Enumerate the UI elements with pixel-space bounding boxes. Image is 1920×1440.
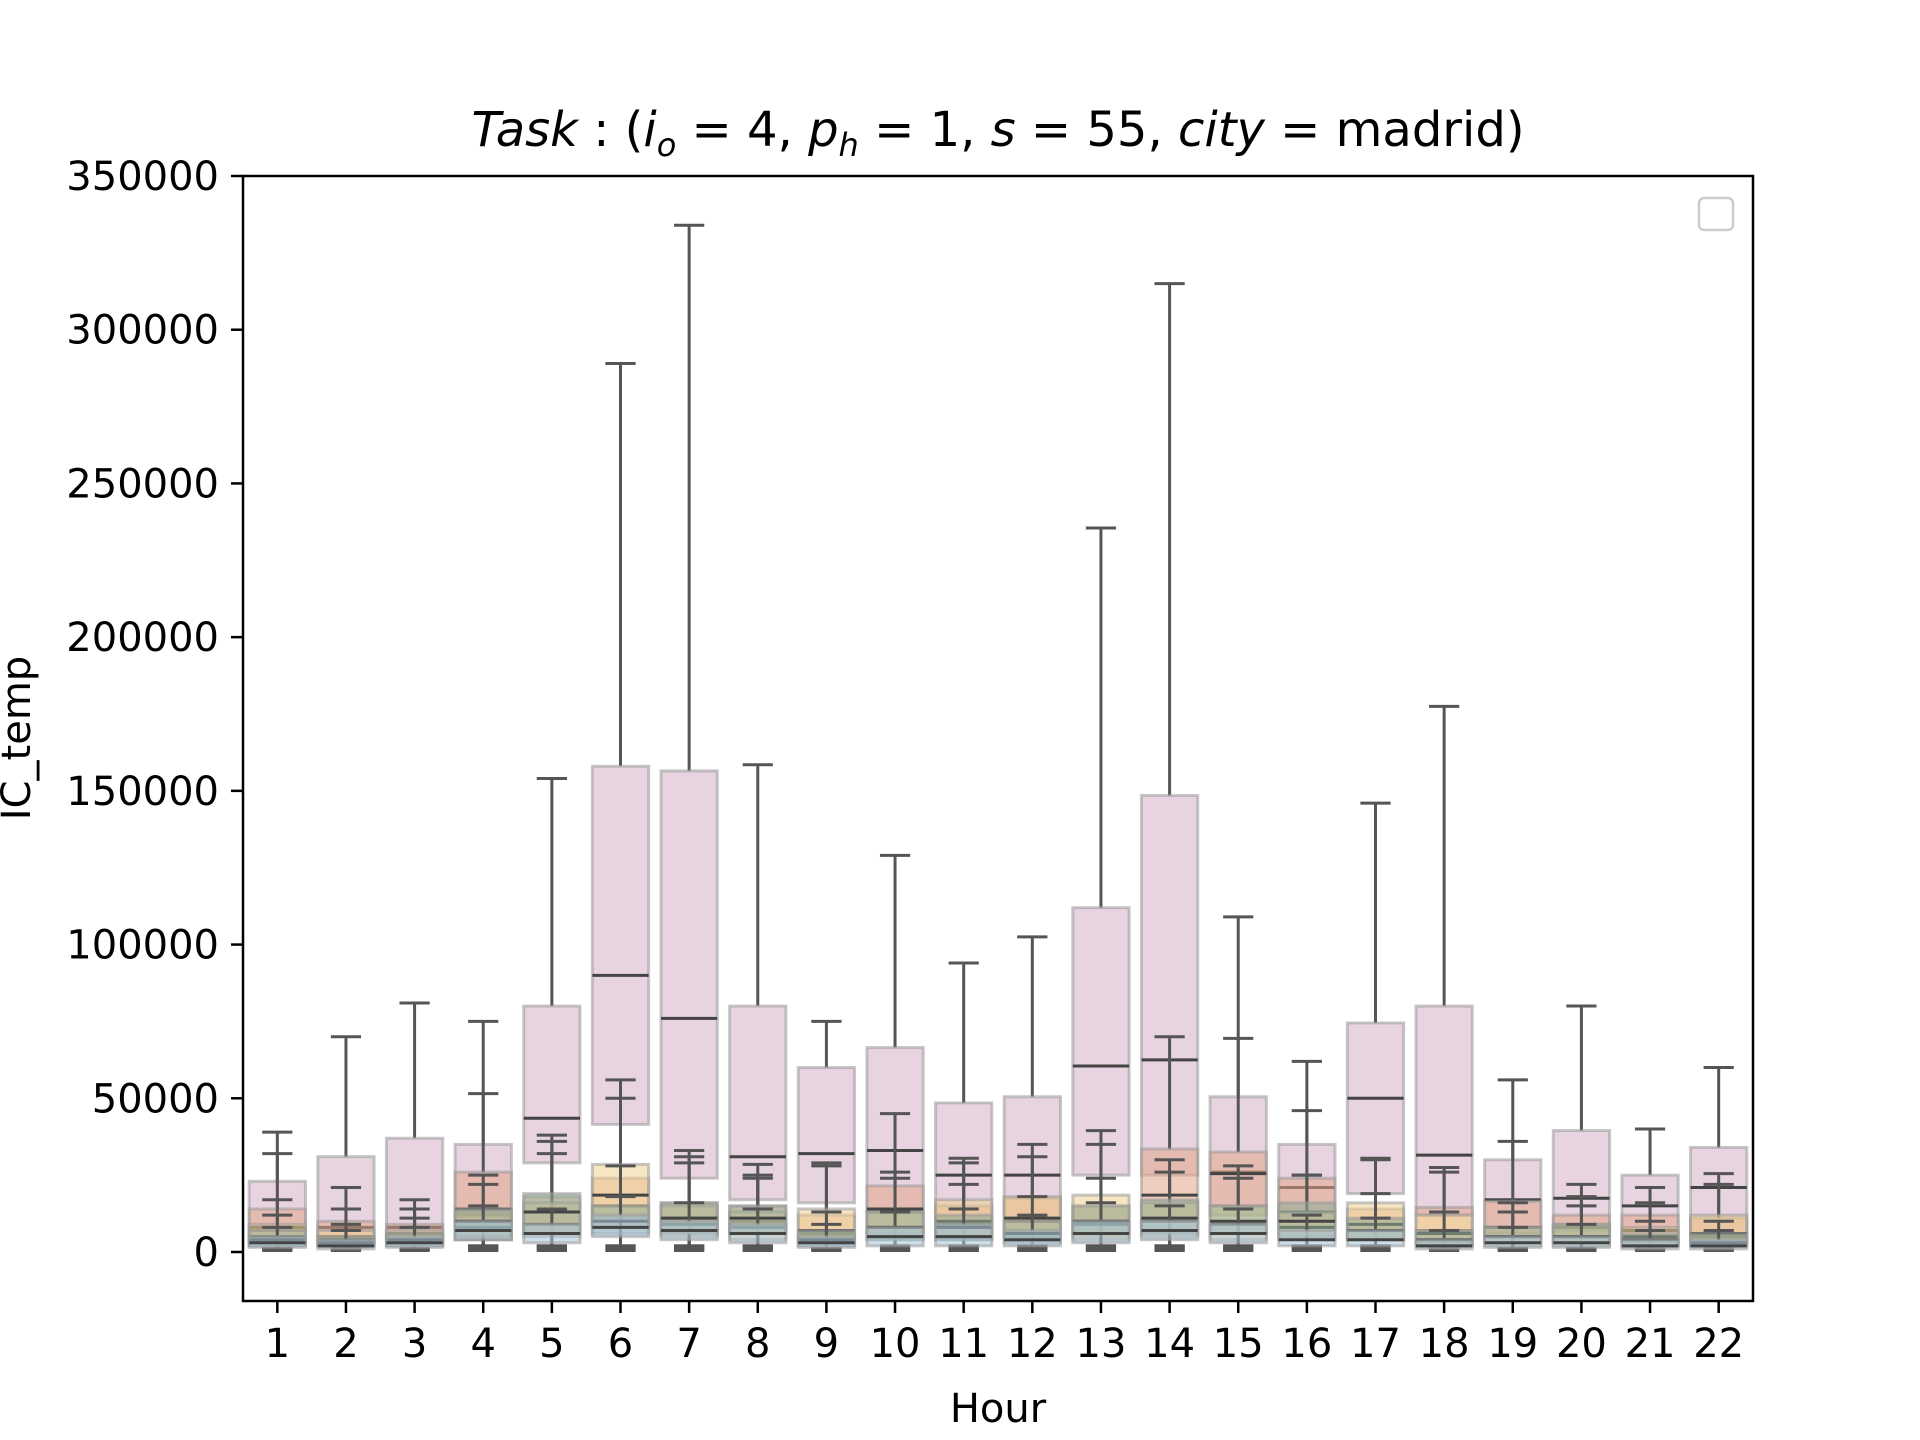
x-tick-label: 6 [608,1321,633,1367]
axes-frame [241,174,1755,1303]
box-hour-14 [1139,1204,1200,1252]
series-5 [247,1195,1749,1252]
box-hour-20 [1551,1222,1612,1252]
x-axis-label: Hour [950,1386,1047,1432]
box-hour-6 [590,1195,651,1252]
x-tick-label: 12 [1007,1321,1058,1367]
box-hour-1 [247,1225,307,1252]
box-iqr [1277,1228,1337,1248]
box-iqr [1002,1228,1062,1248]
y-tick-label: 350000 [66,154,219,200]
x-tick-label: 17 [1350,1321,1401,1367]
box-hour-3 [384,1225,445,1252]
x-tick-label: 18 [1419,1321,1470,1367]
box-iqr [590,764,651,1126]
x-tick-label: 13 [1076,1321,1127,1367]
box-hour-12 [1002,1213,1062,1252]
y-tick-label: 300000 [66,308,219,354]
box-hour-7 [659,1201,719,1252]
legend-box [1697,196,1735,232]
y-axis-label: IC_temp [0,656,40,820]
box-hour-5 [522,777,582,1248]
box-hour-16 [1277,1213,1337,1252]
x-tick-label: 19 [1487,1321,1538,1367]
box-iqr [590,1213,651,1239]
x-tick-label: 21 [1625,1321,1676,1367]
box-hour-19 [1483,1225,1543,1252]
box-hour-17 [1345,1216,1406,1252]
x-axis: 1 2 3 4 5 6 7 8 9 10 11 12 13 14 15 16 17 18 19 20 21 22 [265,1301,1744,1367]
y-axis: 0 50000 100000 150000 200000 250000 300000 3500… [66,154,243,1276]
y-tick-label: 0 [194,1230,219,1276]
y-tick-label: 100000 [66,923,219,969]
box-iqr [1414,1238,1474,1251]
y-tick-label: 250000 [66,461,219,507]
box-hour-22 [1689,1228,1749,1252]
y-tick-label: 150000 [66,769,219,815]
y-tick-label: 50000 [92,1076,219,1122]
y-tick-label: 200000 [66,615,219,661]
box-iqr [934,1222,994,1248]
box-iqr [1071,1219,1131,1245]
box-hour-2 [316,1228,376,1252]
box-hour-10 [865,1210,925,1252]
box-hour-6 [590,362,651,1248]
x-tick-label: 7 [676,1321,701,1367]
x-tick-label: 9 [814,1321,839,1367]
box-iqr [1689,1238,1749,1251]
x-tick-label: 4 [471,1321,496,1367]
box-hour-4 [453,1204,513,1252]
chart-title: Task : (io = 4, ph = 1, s = 55, city = m… [471,102,1524,164]
x-tick-label: 3 [402,1321,427,1367]
box-hour-21 [1620,1228,1680,1252]
x-tick-label: 1 [265,1321,290,1367]
x-tick-label: 10 [870,1321,921,1367]
box-iqr [316,1238,376,1251]
box-hour-15 [1208,1207,1268,1252]
x-tick-label: 14 [1144,1321,1195,1367]
box-iqr [1345,1228,1406,1248]
plot-area [247,223,1749,1252]
box-hour-8 [728,1207,788,1252]
box-hour-5 [522,1207,582,1252]
x-tick-label: 5 [539,1321,564,1367]
x-tick-label: 22 [1693,1321,1744,1367]
box-hour-13 [1071,1201,1131,1252]
box-hour-18 [1414,1228,1474,1252]
box-iqr [659,769,719,1180]
x-tick-label: 20 [1556,1321,1607,1367]
box-hour-18 [1414,704,1474,1248]
box-hour-9 [796,1222,857,1252]
x-tick-label: 15 [1213,1321,1264,1367]
x-tick-label: 2 [333,1321,358,1367]
x-tick-label: 11 [938,1321,989,1367]
box-iqr [1620,1238,1680,1251]
box-hour-11 [934,1207,994,1252]
x-tick-label: 16 [1281,1321,1332,1367]
x-tick-label: 8 [745,1321,770,1367]
